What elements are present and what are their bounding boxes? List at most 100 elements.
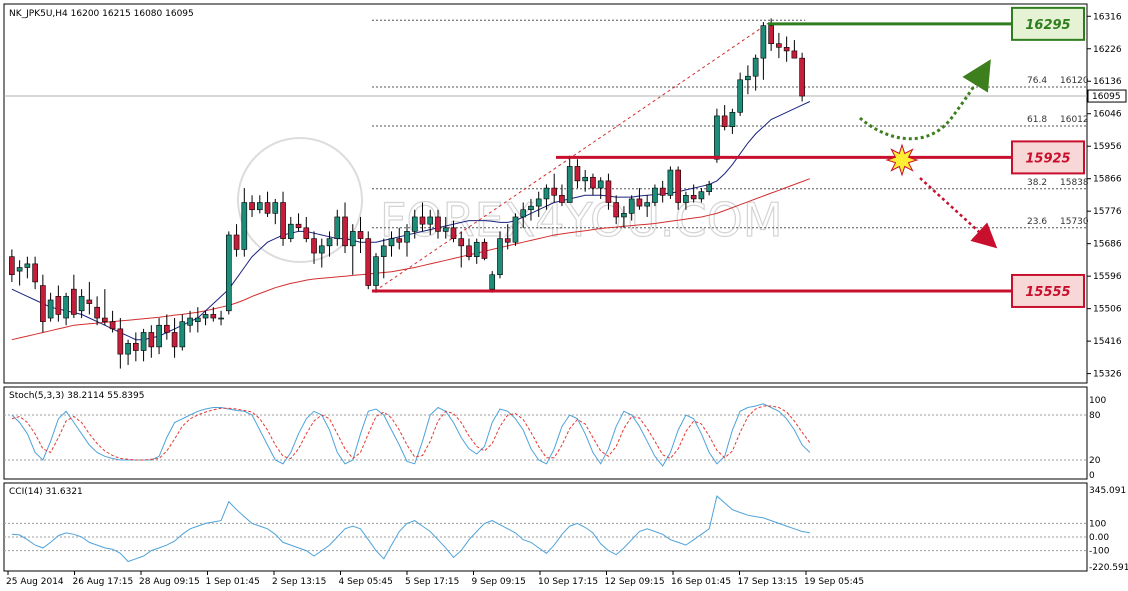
candle-bear (365, 238, 372, 286)
level-box (1011, 273, 1085, 308)
candle-bear (613, 202, 620, 218)
candle-bear (117, 328, 124, 355)
candle-bull (489, 274, 496, 290)
candle-bear (559, 195, 565, 203)
candle-bull (373, 256, 379, 286)
current-price-label: 16095 (1092, 92, 1121, 102)
candle-bull (272, 202, 279, 214)
candle-bull (442, 227, 449, 232)
candle-bear (86, 299, 93, 304)
price-tick-label: 15866 (1093, 175, 1122, 185)
level-label: 15555 (1025, 285, 1070, 300)
price-tick-label: 15776 (1093, 207, 1122, 217)
candle-bear (94, 306, 100, 319)
candle-bull (16, 267, 23, 272)
candle-bear (574, 166, 581, 182)
candle-bear (481, 241, 488, 259)
candle-bull (380, 245, 387, 257)
candle-bear (768, 25, 774, 45)
ma-slow-line (11, 178, 811, 341)
candle-bull (528, 205, 534, 211)
price-tick-label: 16316 (1093, 12, 1122, 22)
fib-price-label: 15730 (1060, 217, 1089, 227)
candle-bear (590, 176, 596, 189)
time-axis-label: 16 Sep 01:45 (671, 577, 731, 587)
candle-bull (644, 202, 650, 207)
candle-bull (512, 216, 519, 243)
main-header: NK_JPK5U,H4 16200 16215 16080 16095 (9, 9, 194, 19)
fib-price-label: 15838 (1060, 178, 1089, 188)
bullish-scenario-arrow (859, 59, 991, 141)
fib-price-label: 16012 (1060, 115, 1089, 125)
candle-bear (311, 238, 317, 254)
candle-bull (287, 223, 294, 239)
candle-bull (78, 296, 85, 312)
candle-bear (690, 195, 697, 200)
candle-bull (535, 198, 542, 207)
candle-bear (164, 324, 170, 333)
candle-bear (466, 245, 472, 257)
candle-bear (133, 342, 139, 351)
candle-bull (218, 317, 224, 320)
candle-bull (318, 245, 325, 254)
time-axis-label: 25 Aug 2014 (6, 577, 64, 587)
candle-bear (504, 238, 511, 243)
candle-bear (9, 256, 15, 276)
candle-bear (458, 238, 465, 247)
candle-bear (55, 296, 62, 315)
price-tick-label: 15416 (1093, 337, 1122, 347)
level-label: 16295 (1025, 18, 1070, 33)
candle-bull (388, 238, 395, 247)
candle-bear (71, 288, 77, 315)
cci-panel-frame (3, 482, 1088, 572)
candle-bull (752, 57, 759, 77)
candle-bull (24, 263, 31, 268)
candle-bull (404, 231, 410, 243)
candle-bull (326, 238, 333, 247)
cci-line (11, 495, 810, 563)
candle-bull (543, 187, 550, 200)
candle-bull (241, 202, 248, 250)
candle-bull (706, 184, 712, 192)
stoch-axis-label: 20 (1089, 456, 1101, 466)
candle-bear (776, 43, 782, 48)
candle-bull (683, 195, 689, 203)
candle-bull (667, 169, 674, 196)
candle-bull (225, 234, 232, 312)
fib-ratio-label: 23.6 (1027, 217, 1047, 227)
cci-axis-label: 345.091 (1089, 486, 1126, 496)
candle-bear (396, 238, 403, 243)
fib-ratio-label: 76.4 (1027, 76, 1047, 86)
price-tick-label: 15596 (1093, 272, 1122, 282)
candle-bear (605, 180, 612, 203)
candle-bear (109, 321, 116, 330)
fib-ratio-label: 38.2 (1027, 178, 1047, 188)
time-axis-label: 19 Sep 05:45 (804, 577, 864, 587)
stoch-header: Stoch(5,3,3) 38.2114 55.8395 (9, 391, 144, 401)
candle-bull (745, 75, 751, 81)
stoch-signal-line (11, 405, 811, 461)
time-axis-label: 28 Aug 09:15 (139, 577, 200, 587)
candle-bull (597, 180, 604, 189)
stoch-axis-label: 80 (1089, 411, 1101, 421)
candle-bear (264, 202, 271, 214)
candle-bear (280, 202, 286, 239)
time-axis-label: 5 Sep 17:15 (405, 577, 459, 587)
candle-bull (621, 213, 627, 218)
candle-bear (551, 187, 558, 196)
time-axis-label: 12 Sep 09:15 (605, 577, 665, 587)
fib-diagonal (374, 21, 771, 292)
candle-bull (473, 241, 480, 257)
cci-axis-label: 100 (1089, 519, 1106, 529)
breakout-burst-icon (885, 143, 919, 177)
candle-bull (729, 111, 736, 128)
fib-ratio-label: 61.8 (1027, 115, 1047, 125)
watermark-logo: FOREX4YOU.COM (237, 137, 783, 263)
candle-bull (156, 324, 162, 348)
candle-bear (40, 285, 46, 322)
time-axis-label: 17 Sep 13:15 (738, 577, 798, 587)
candle-bear (249, 202, 255, 211)
price-tick-label: 15956 (1093, 142, 1122, 152)
level-box (1011, 140, 1085, 175)
